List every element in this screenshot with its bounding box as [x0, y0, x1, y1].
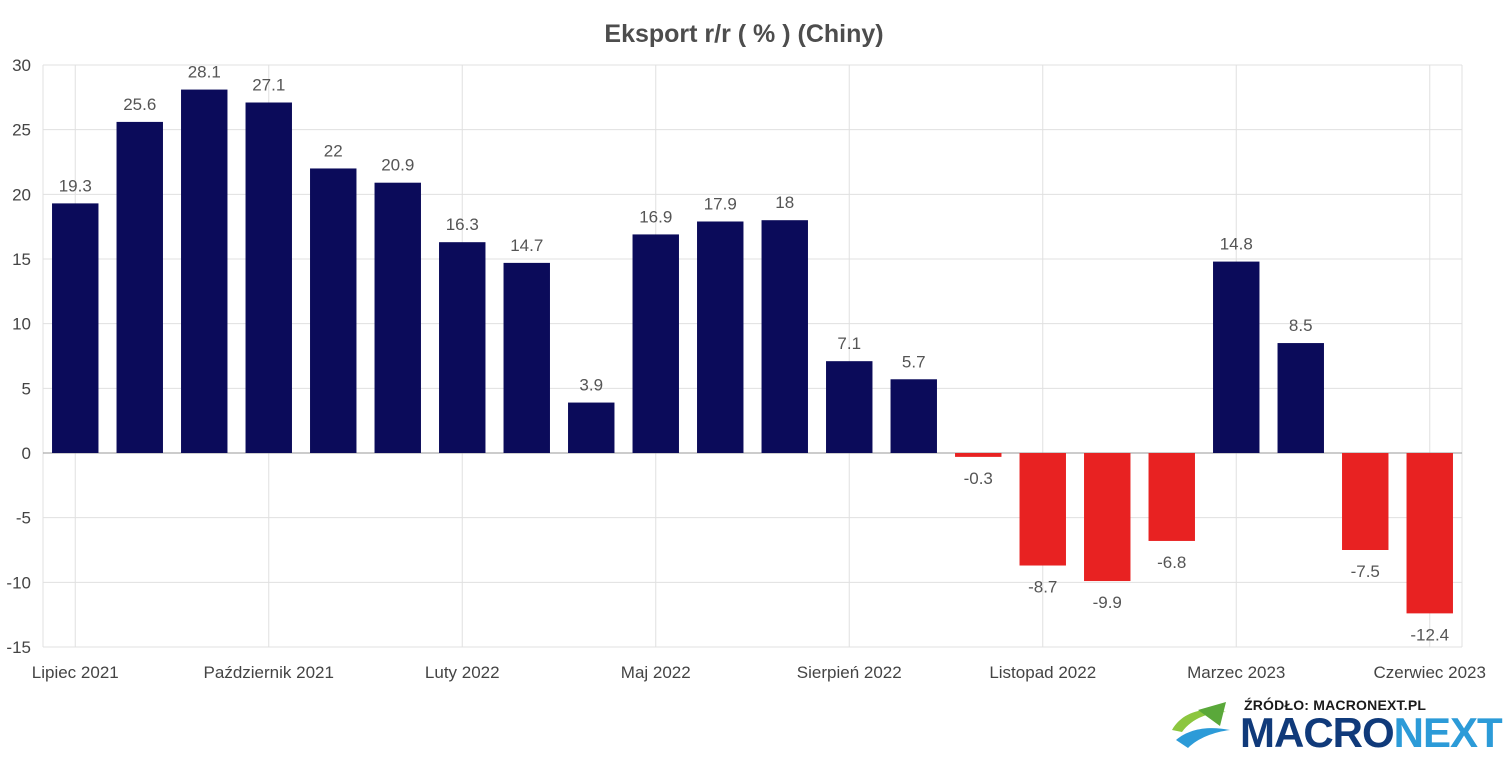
data-label: 14.8 [1220, 235, 1253, 254]
chart-title: Eksport r/r ( % ) (Chiny) [604, 20, 883, 48]
data-label: 18 [775, 193, 794, 212]
data-label: -6.8 [1157, 553, 1186, 572]
bar [568, 402, 615, 453]
x-axis: Lipiec 2021 Październik 2021 Luty 2022 Maj … [32, 663, 1486, 682]
data-label: 22 [324, 141, 343, 160]
bar [826, 361, 873, 453]
data-label: 19.3 [59, 176, 92, 195]
bar [52, 203, 99, 453]
x-tick-label: Czerwiec 2023 [1374, 663, 1486, 682]
x-tick-label: Listopad 2022 [989, 663, 1096, 682]
y-tick-label: -5 [16, 509, 31, 528]
data-label: 20.9 [381, 156, 414, 175]
bar [697, 221, 744, 453]
bar [955, 453, 1002, 457]
x-tick-label: Luty 2022 [425, 663, 500, 682]
data-label: -0.3 [964, 469, 993, 488]
data-label: -9.9 [1093, 593, 1122, 612]
bar [181, 89, 228, 453]
y-axis: 30 25 20 15 10 5 0 -5 -10 -15 [6, 56, 31, 657]
data-label: 16.9 [639, 207, 672, 226]
data-label: 14.7 [510, 236, 543, 255]
x-tick-label: Październik 2021 [204, 663, 334, 682]
y-tick-label: -10 [6, 573, 31, 592]
source-label: ŹRÓDŁO: MACRONEXT.PL [1244, 697, 1427, 713]
data-label: -7.5 [1351, 562, 1380, 581]
bar [374, 182, 421, 453]
macronext-logo-icon [1172, 702, 1230, 748]
bar [310, 168, 357, 453]
x-tick-label: Maj 2022 [621, 663, 691, 682]
bar [503, 262, 550, 453]
bar [1084, 453, 1131, 582]
data-label: 25.6 [123, 95, 156, 114]
bar [1342, 453, 1389, 550]
bar [1277, 343, 1324, 453]
data-label: -12.4 [1410, 625, 1449, 644]
bar [439, 242, 486, 453]
data-label: 28.1 [188, 63, 221, 82]
data-label: 17.9 [704, 194, 737, 213]
y-tick-label: 10 [12, 315, 31, 334]
bar [116, 121, 163, 453]
data-label: 16.3 [446, 215, 479, 234]
y-tick-label: 0 [22, 444, 31, 463]
bar [1148, 453, 1195, 541]
y-tick-label: -15 [6, 638, 31, 657]
macronext-logo: MACRONEXT [1240, 708, 1503, 758]
y-tick-label: 30 [12, 56, 31, 75]
bar [1019, 453, 1066, 566]
y-tick-label: 15 [12, 250, 31, 269]
x-tick-label: Lipiec 2021 [32, 663, 119, 682]
y-tick-label: 20 [12, 185, 31, 204]
bar [1213, 261, 1260, 453]
bar [890, 379, 937, 453]
data-label: -8.7 [1028, 578, 1057, 597]
data-label: 5.7 [902, 352, 926, 371]
bar [1406, 453, 1453, 614]
bar [245, 102, 292, 454]
bar [632, 234, 679, 453]
data-label: 3.9 [579, 376, 603, 395]
bar [761, 220, 808, 453]
y-tick-label: 25 [12, 121, 31, 140]
logo-part-macro: MACRO [1240, 709, 1395, 756]
data-labels: 19.3 25.6 28.1 27.1 22 20.9 16.3 14.7 3.9 16.9 17.… [59, 63, 1449, 645]
x-tick-label: Marzec 2023 [1187, 663, 1285, 682]
logo-part-next: NEXT [1393, 709, 1503, 756]
bars [52, 89, 1453, 614]
y-tick-label: 5 [22, 379, 31, 398]
data-label: 7.1 [837, 334, 861, 353]
data-label: 27.1 [252, 76, 285, 95]
data-label: 8.5 [1289, 316, 1313, 335]
x-tick-label: Sierpień 2022 [797, 663, 902, 682]
